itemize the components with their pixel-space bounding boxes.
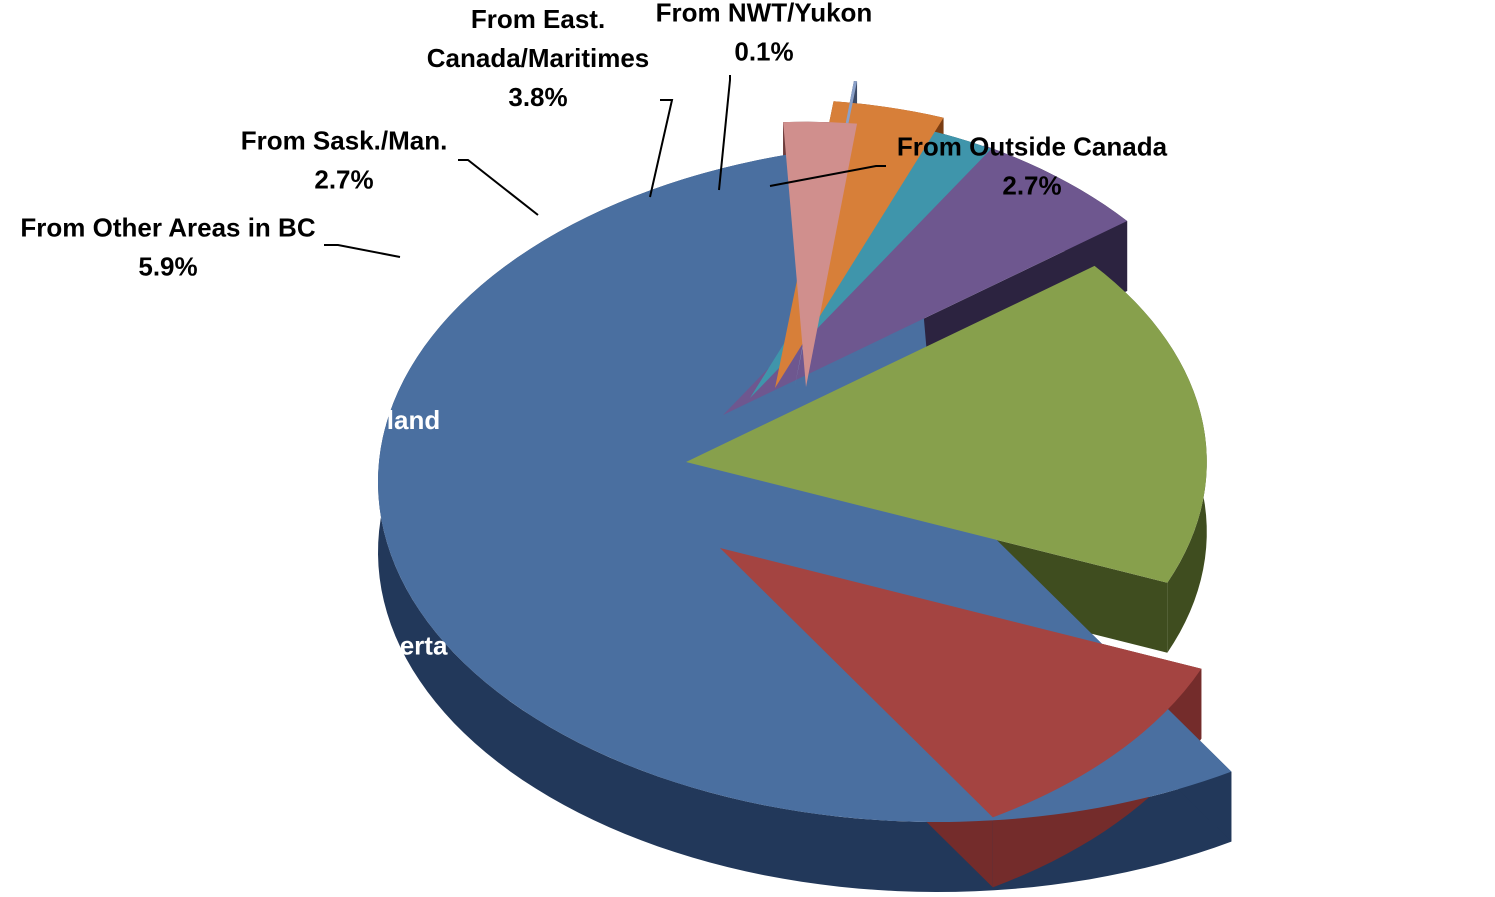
slice-value-5: 3.8% xyxy=(508,82,567,112)
leader-line-4 xyxy=(458,160,538,215)
slice-name-0-0: From within OMREB xyxy=(1214,486,1465,516)
slice-value-7: 2.7% xyxy=(1002,171,1061,201)
slice-value-1: 10.0% xyxy=(330,670,404,700)
slice-value-6: 0.1% xyxy=(734,37,793,67)
slice-value-0: 58.0% xyxy=(1303,564,1377,594)
slice-value-3: 5.9% xyxy=(138,252,197,282)
slice-name-6-0: From NWT/Yukon xyxy=(656,0,873,28)
slice-value-4: 2.7% xyxy=(314,165,373,195)
slice-label-3: From Other Areas in BC 5.9% xyxy=(20,213,315,282)
slice-name-1-0: From Alberta xyxy=(287,631,448,661)
leader-line-5 xyxy=(650,100,672,197)
slice-name-7-0: From Outside Canada xyxy=(897,132,1168,162)
slice-name-2-1: Mainland/Van Island xyxy=(192,405,441,435)
slice-label-4: From Sask./Man. 2.7% xyxy=(241,126,448,195)
leader-line-3 xyxy=(324,245,400,257)
slice-label-5: From East. Canada/Maritimes 3.8% xyxy=(427,4,650,112)
slice-name-5-1: Canada/Maritimes xyxy=(427,43,650,73)
slice-name-3-0: From Other Areas in BC xyxy=(20,213,315,243)
slice-value-2: 16.9% xyxy=(279,444,353,474)
slice-name-4-0: From Sask./Man. xyxy=(241,126,448,156)
slice-name-5-0: From East. xyxy=(471,4,605,34)
slice-label-6: From NWT/Yukon 0.1% xyxy=(656,0,873,67)
slice-label-0: From within OMREB Board area 58.0% xyxy=(1214,486,1465,594)
slice-name-2-0: From Lower xyxy=(242,366,391,396)
slice-name-0-1: Board area xyxy=(1272,525,1408,555)
